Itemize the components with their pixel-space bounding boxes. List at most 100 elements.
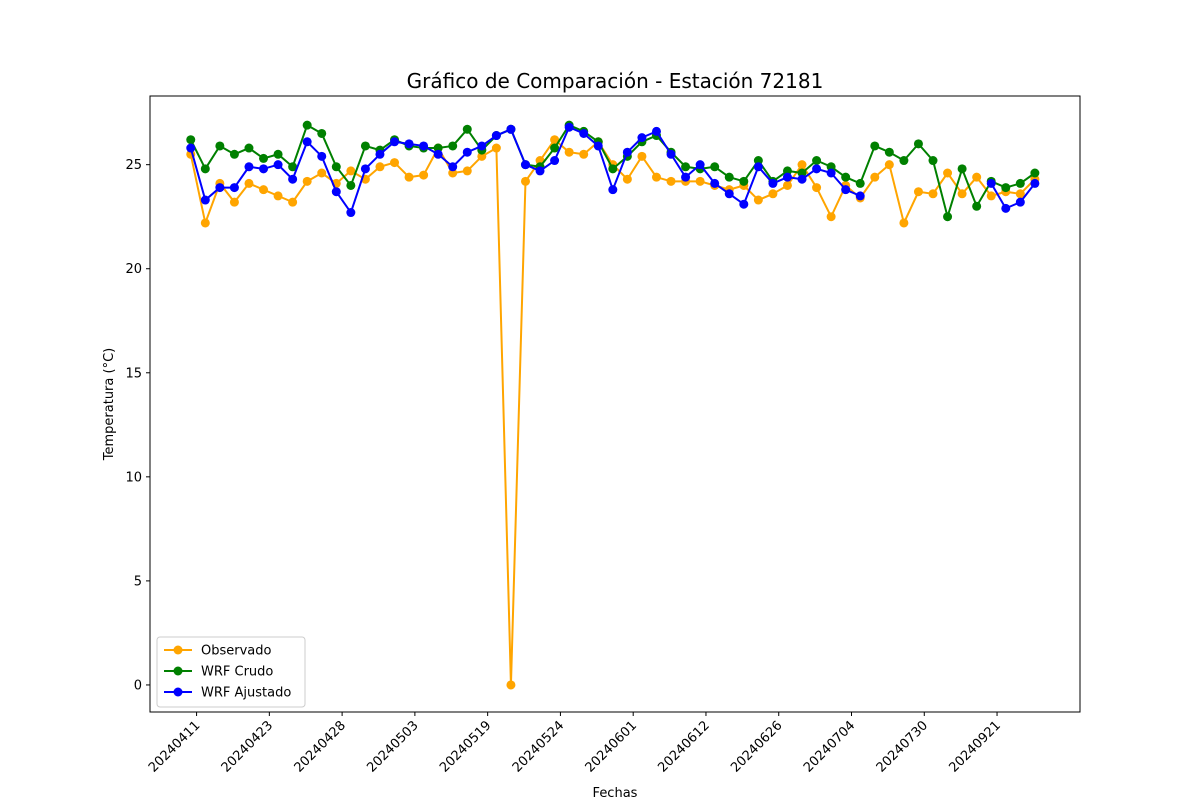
data-point: [215, 183, 225, 193]
data-point: [855, 178, 865, 188]
data-point: [782, 172, 792, 182]
y-tick-label: 25: [125, 158, 142, 173]
data-point: [404, 172, 414, 182]
data-point: [812, 183, 822, 193]
data-point: [782, 166, 792, 176]
data-point: [419, 141, 429, 151]
data-point: [812, 156, 822, 166]
data-point: [302, 120, 312, 130]
data-point: [957, 164, 967, 174]
data-point: [797, 174, 807, 184]
data-point: [360, 141, 370, 151]
legend-item: WRF Ajustado: [164, 686, 291, 701]
data-point: [651, 126, 661, 136]
data-point: [520, 176, 530, 186]
data-point: [259, 164, 269, 174]
data-point: [491, 143, 501, 153]
data-point: [535, 166, 545, 176]
data-point: [317, 151, 327, 161]
data-point: [506, 124, 516, 134]
data-point: [870, 141, 880, 151]
data-point: [462, 124, 472, 134]
data-point: [200, 195, 210, 205]
series-wrf-ajustado: [186, 122, 1040, 218]
data-point: [375, 149, 385, 159]
y-tick-label: 10: [125, 470, 142, 485]
data-point: [229, 149, 239, 159]
data-point: [273, 149, 283, 159]
data-point: [520, 160, 530, 170]
x-axis: 20240411 20240423 20240428 20240503 20240519…: [146, 712, 1004, 776]
data-point: [986, 191, 996, 201]
data-point: [593, 141, 603, 151]
x-tick-label: 20240519: [437, 718, 494, 775]
data-point: [608, 164, 618, 174]
data-point: [841, 185, 851, 195]
data-point: [404, 139, 414, 149]
data-point: [884, 147, 894, 157]
data-point: [579, 149, 589, 159]
data-point: [360, 164, 370, 174]
data-point: [477, 141, 487, 151]
data-point: [302, 137, 312, 147]
data-point: [1001, 183, 1011, 193]
data-point: [724, 172, 734, 182]
x-tick-label: 20240423: [219, 718, 276, 775]
data-point: [331, 162, 341, 172]
data-point: [390, 137, 400, 147]
data-point: [826, 162, 836, 172]
data-point: [331, 187, 341, 197]
data-point: [273, 191, 283, 201]
data-point: [288, 197, 298, 207]
data-point: [1015, 197, 1025, 207]
data-point: [448, 141, 458, 151]
data-point: [186, 143, 196, 153]
data-point: [812, 164, 822, 174]
data-point: [768, 189, 778, 199]
data-point: [753, 156, 763, 166]
data-point: [288, 174, 298, 184]
data-point: [753, 195, 763, 205]
data-point: [637, 151, 647, 161]
series-line: [990, 182, 1036, 210]
data-point: [564, 122, 574, 132]
data-point: [957, 189, 967, 199]
x-tick-label: 20240730: [874, 718, 931, 775]
x-tick-label: 20240626: [728, 718, 785, 775]
x-tick-label: 20240704: [801, 718, 858, 775]
data-point: [739, 199, 749, 209]
data-point: [681, 172, 691, 182]
plot-frame: [149, 95, 1081, 713]
legend-label: WRF Ajustado: [201, 686, 291, 701]
data-point: [215, 141, 225, 151]
data-point: [462, 166, 472, 176]
data-point: [229, 183, 239, 193]
data-point: [913, 187, 923, 197]
legend-item: Observado: [164, 644, 272, 659]
legend-marker: [173, 645, 183, 655]
data-point: [200, 164, 210, 174]
legend-marker: [173, 666, 183, 676]
data-point: [317, 128, 327, 138]
legend-box: [156, 636, 306, 708]
data-point: [928, 156, 938, 166]
data-point: [651, 172, 661, 182]
data-point: [913, 139, 923, 149]
y-tick-label: 15: [125, 366, 142, 381]
data-point: [928, 189, 938, 199]
data-point: [695, 160, 705, 170]
data-point: [244, 178, 254, 188]
plot-area: [150, 96, 1080, 712]
data-point: [1030, 178, 1040, 188]
data-point: [302, 176, 312, 186]
data-point: [899, 156, 909, 166]
data-point: [244, 162, 254, 172]
data-point: [244, 143, 254, 153]
data-point: [884, 160, 894, 170]
data-point: [710, 162, 720, 172]
data-point: [826, 168, 836, 178]
data-point: [782, 180, 792, 190]
data-point: [666, 176, 676, 186]
data-point: [768, 178, 778, 188]
